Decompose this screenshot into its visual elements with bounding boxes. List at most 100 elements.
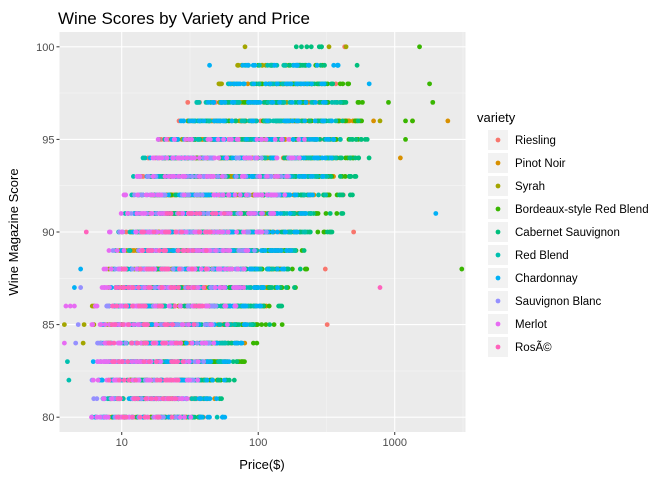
data-point bbox=[185, 303, 191, 309]
data-point bbox=[238, 211, 244, 216]
data-point bbox=[107, 340, 113, 346]
data-point bbox=[377, 285, 383, 290]
data-point bbox=[207, 414, 212, 420]
data-point bbox=[61, 340, 67, 346]
data-point bbox=[203, 396, 209, 402]
data-point bbox=[303, 99, 309, 105]
data-point bbox=[263, 137, 269, 142]
data-point bbox=[298, 62, 304, 68]
data-point bbox=[301, 248, 307, 253]
data-point bbox=[162, 174, 168, 179]
data-point bbox=[371, 118, 376, 124]
data-point bbox=[242, 155, 247, 161]
y-tick-label: 95 bbox=[42, 134, 54, 146]
data-point bbox=[287, 229, 292, 235]
data-point bbox=[281, 155, 287, 161]
data-point bbox=[283, 229, 289, 235]
data-point bbox=[320, 174, 326, 179]
data-point bbox=[310, 192, 315, 198]
data-point bbox=[320, 118, 325, 124]
data-point bbox=[155, 414, 161, 420]
data-point bbox=[251, 81, 257, 87]
data-point bbox=[204, 377, 210, 383]
data-point bbox=[154, 322, 159, 327]
data-point bbox=[258, 248, 264, 253]
data-point bbox=[196, 118, 202, 124]
data-point bbox=[265, 62, 270, 68]
data-point bbox=[125, 285, 131, 290]
y-tick-label: 100 bbox=[36, 42, 54, 54]
data-point bbox=[101, 266, 107, 272]
data-point bbox=[106, 248, 112, 253]
data-point bbox=[302, 118, 308, 124]
data-point bbox=[163, 266, 168, 272]
data-point bbox=[257, 62, 262, 68]
data-point bbox=[181, 192, 187, 198]
data-point bbox=[264, 174, 270, 179]
data-point bbox=[340, 118, 345, 124]
data-point bbox=[199, 192, 205, 198]
data-point bbox=[223, 340, 228, 346]
data-point bbox=[102, 322, 108, 327]
data-point bbox=[323, 211, 329, 216]
data-point bbox=[246, 285, 252, 290]
data-point bbox=[289, 266, 295, 272]
data-point bbox=[196, 303, 201, 309]
data-point bbox=[278, 211, 283, 216]
data-point bbox=[202, 322, 208, 327]
data-point bbox=[133, 229, 139, 235]
data-point bbox=[328, 155, 334, 161]
data-point bbox=[229, 118, 235, 124]
data-point bbox=[185, 248, 191, 253]
data-point bbox=[137, 414, 143, 420]
data-point bbox=[111, 359, 117, 365]
data-point bbox=[250, 229, 256, 235]
data-point bbox=[306, 62, 312, 68]
data-point bbox=[143, 396, 149, 402]
data-point bbox=[328, 229, 334, 235]
data-point bbox=[237, 192, 243, 198]
x-tick-label: 1000 bbox=[382, 437, 406, 449]
data-point bbox=[353, 174, 359, 179]
data-point bbox=[258, 137, 264, 142]
data-point bbox=[274, 229, 280, 235]
data-point bbox=[140, 248, 146, 253]
data-point bbox=[176, 285, 182, 290]
data-point bbox=[241, 81, 247, 87]
data-point bbox=[266, 303, 272, 309]
data-point bbox=[304, 81, 310, 87]
data-point bbox=[282, 118, 287, 124]
data-point bbox=[90, 377, 96, 383]
data-point bbox=[259, 155, 264, 161]
data-point bbox=[162, 192, 168, 198]
data-point bbox=[98, 322, 104, 327]
data-point bbox=[294, 118, 299, 124]
data-point bbox=[167, 377, 173, 383]
data-point bbox=[284, 174, 290, 179]
data-point bbox=[211, 118, 217, 124]
data-point bbox=[121, 248, 127, 253]
data-point bbox=[157, 359, 163, 365]
data-point bbox=[116, 359, 122, 365]
legend-label: Merlot bbox=[515, 319, 548, 331]
data-point bbox=[203, 340, 209, 346]
data-point bbox=[304, 266, 310, 272]
data-point bbox=[236, 99, 242, 105]
data-point bbox=[231, 211, 237, 216]
data-point bbox=[225, 229, 231, 235]
legend-item: Red Blend bbox=[488, 245, 569, 265]
data-point bbox=[356, 155, 362, 161]
data-point bbox=[172, 303, 178, 309]
data-point bbox=[170, 266, 176, 272]
legend-key-point bbox=[495, 275, 501, 281]
data-point bbox=[146, 248, 152, 253]
data-point bbox=[343, 99, 349, 105]
data-point bbox=[169, 396, 175, 402]
data-point bbox=[274, 155, 280, 161]
data-point bbox=[259, 211, 264, 216]
data-point bbox=[61, 322, 67, 327]
data-point bbox=[129, 303, 135, 309]
data-point bbox=[433, 211, 439, 216]
data-points bbox=[61, 44, 465, 420]
data-point bbox=[173, 396, 179, 402]
